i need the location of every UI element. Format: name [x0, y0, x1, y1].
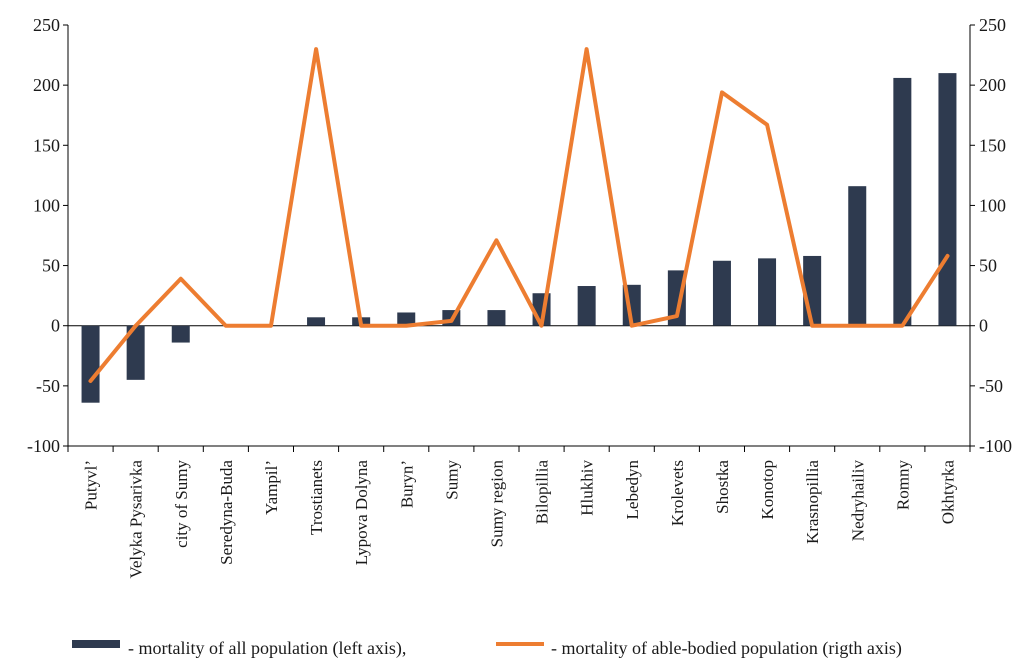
left-tick-label: 200 [33, 75, 60, 95]
legend-label-bar: - mortality of all population (left axis… [128, 638, 406, 658]
left-tick-label: 0 [51, 316, 60, 336]
category-label: Lebedyn [623, 460, 642, 520]
right-tick-label: 50 [979, 256, 997, 276]
bar-5 [307, 317, 325, 325]
category-label: Velyka Pysarivka [127, 460, 146, 579]
category-label: Lypova Dolyna [352, 460, 371, 566]
left-tick-label: -100 [27, 436, 60, 456]
bar-18 [893, 78, 911, 326]
right-tick-label: 250 [979, 15, 1006, 35]
right-tick-label: 150 [979, 135, 1006, 155]
category-label: Bilopillia [533, 460, 552, 525]
right-tick-label: 100 [979, 195, 1006, 215]
category-label: Nedryhailiv [848, 460, 867, 542]
category-label: Buryn’ [397, 460, 416, 508]
category-label: Putyvl’ [82, 460, 101, 510]
category-label: Krolevets [668, 460, 687, 526]
category-label: Konotop [758, 460, 777, 520]
bar-17 [848, 186, 866, 326]
bar-series-group [82, 73, 957, 403]
category-label: Yampil’ [262, 460, 281, 515]
category-label: Hlukhiv [578, 460, 597, 516]
category-labels-group: Putyvl’ Velyka Pysarivka city of Sumy Sered… [82, 460, 958, 579]
bar-19 [938, 73, 956, 326]
line-series-path [91, 49, 948, 381]
legend: - mortality of all population (left axis… [72, 638, 902, 658]
category-label: Sumy region [487, 460, 506, 548]
bar-0 [82, 326, 100, 403]
bar-14 [713, 261, 731, 326]
right-tick-label: 0 [979, 316, 988, 336]
bar-2 [172, 326, 190, 343]
legend-label-line: - mortality of able-bodied population (r… [551, 638, 902, 658]
category-label: Shostka [713, 460, 732, 514]
category-label: Romny [893, 460, 912, 511]
left-tick-label: 100 [33, 195, 60, 215]
left-tick-label: -50 [36, 376, 60, 396]
right-tick-label: 200 [979, 75, 1006, 95]
category-label: Trostianets [307, 460, 326, 535]
bar-9 [487, 310, 505, 326]
category-label: Okhtyrka [938, 460, 957, 525]
category-label: Seredyna-Buda [217, 460, 236, 565]
right-tick-label: -100 [979, 436, 1012, 456]
category-label: Sumy [442, 460, 461, 500]
line-series-group [90, 49, 947, 381]
bar-15 [758, 258, 776, 325]
legend-swatch-bar [72, 640, 120, 648]
left-tick-label: 250 [33, 15, 60, 35]
right-tick-label: -50 [979, 376, 1003, 396]
bar-11 [578, 286, 596, 326]
left-tick-label: 150 [33, 135, 60, 155]
category-label: city of Sumy [172, 460, 191, 548]
left-tick-label: 50 [42, 256, 60, 276]
category-label: Krasnopillia [803, 460, 822, 544]
